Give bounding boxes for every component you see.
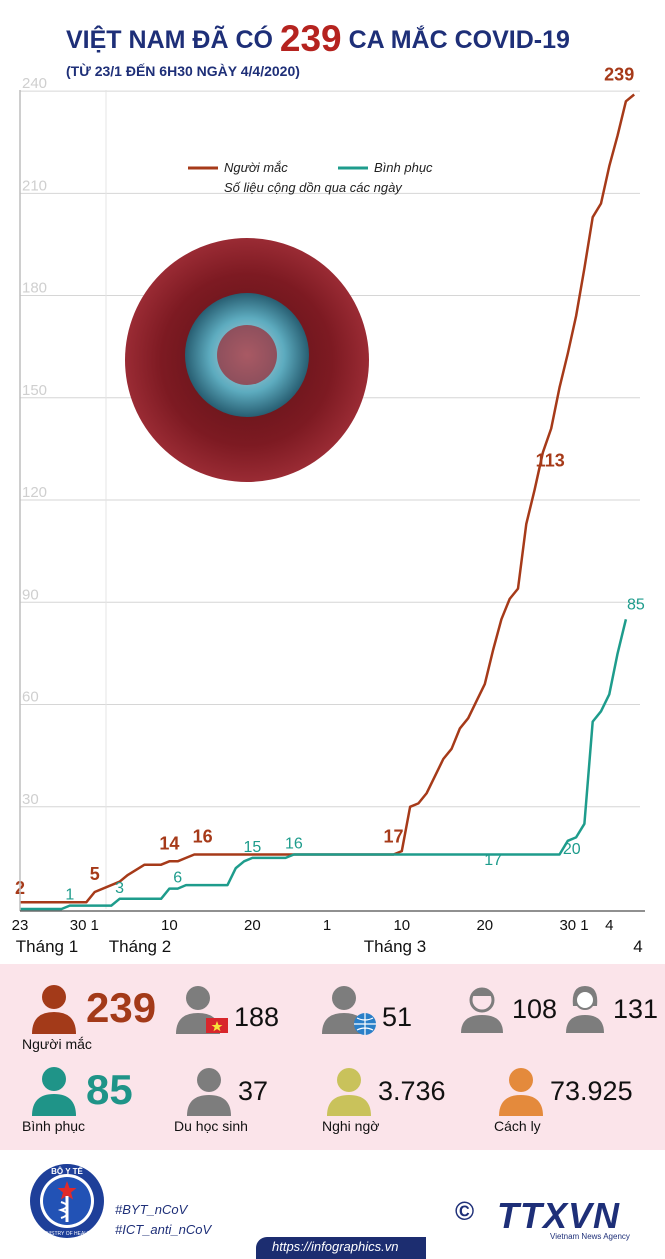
stat-female-value: 131	[613, 993, 659, 1024]
data-label: 15	[244, 839, 262, 856]
stats-panel: 239 Người mắc 188 51 108 131 85 Bình phụ…	[0, 964, 665, 1150]
hashtag-ict[interactable]: #ICT_anti_nCoV	[115, 1222, 212, 1237]
stat-imported: 51	[322, 984, 412, 1036]
copyright-icon: ©	[455, 1196, 475, 1226]
data-label: 16	[193, 826, 213, 846]
stat-quarantined-label: Cách ly	[494, 1118, 541, 1134]
y-tick-label: 180	[22, 280, 47, 297]
stat-recovered-value: 85	[86, 1066, 133, 1113]
x-tick-label: 20	[476, 917, 493, 934]
ministry-name: BỘ Y TẾ	[51, 1166, 83, 1176]
stat-infected: 239	[30, 982, 156, 1034]
chart-grid	[20, 90, 640, 909]
stat-students-label: Du học sinh	[174, 1118, 248, 1134]
person-icon-student	[187, 1068, 231, 1116]
y-tick-label: 240	[22, 75, 47, 92]
data-label: 5	[90, 864, 100, 884]
stat-male: 108	[460, 984, 557, 1034]
month-label: Tháng 2	[109, 937, 171, 956]
legend-note: Số liệu cộng dồn qua các ngày	[224, 180, 403, 195]
infected-series-line	[20, 93, 635, 904]
title-suffix: CA MẮC COVID-19	[348, 26, 570, 54]
person-icon-recovered	[32, 1067, 76, 1116]
stat-quarantined-value: 73.925	[550, 1075, 633, 1106]
month-label: 4	[633, 937, 642, 956]
stat-suspected-value: 3.736	[378, 1075, 446, 1106]
ministry-name-en: MINISTRY OF HEALTH	[41, 1231, 94, 1237]
ministry-of-health-logo: BỘ Y TẾ MINISTRY OF HEALTH	[30, 1164, 104, 1238]
footer-hashtags: #BYT_nCoV #ICT_anti_nCoV	[115, 1200, 211, 1240]
female-icon	[566, 986, 604, 1033]
data-label: 113	[536, 450, 565, 470]
page-subtitle: (TỪ 23/1 ĐẾN 6H30 NGÀY 4/4/2020)	[66, 63, 300, 79]
stat-suspected-label: Nghi ngờ	[322, 1118, 380, 1134]
data-label: 239	[604, 64, 634, 84]
stat-students: 37	[186, 1066, 268, 1116]
title-prefix: VIỆT NAM ĐÃ CÓ	[66, 26, 273, 54]
person-globe-icon	[322, 986, 376, 1035]
y-tick-label: 90	[22, 586, 39, 603]
stat-quarantined: 73.925	[498, 1066, 633, 1116]
virus-illustration	[125, 238, 369, 482]
x-tick-label: 1	[580, 917, 588, 934]
covid-line-chart: Người mắc Bình phục Số liệu cộng dồn qua…	[12, 64, 645, 956]
y-tick-label: 150	[22, 382, 47, 399]
recovered-series-line	[20, 619, 628, 911]
x-tick-label: 10	[161, 917, 178, 934]
data-label: 16	[285, 835, 303, 852]
ttxvn-logo: TTXVN	[497, 1195, 621, 1236]
stat-male-value: 108	[512, 993, 558, 1024]
person-icon-infected	[32, 985, 76, 1034]
person-icon-quarantined	[499, 1068, 543, 1116]
url-bar	[256, 1237, 426, 1259]
stat-female: 131	[565, 984, 658, 1034]
hashtag-byt[interactable]: #BYT_nCoV	[115, 1202, 188, 1217]
stat-recovered-label: Bình phục	[22, 1118, 86, 1134]
data-label: 6	[173, 870, 182, 887]
data-label: 20	[563, 841, 581, 858]
title-case-count: 239	[279, 18, 342, 59]
y-tick-label: 210	[22, 177, 47, 194]
stat-recovered: 85	[30, 1064, 133, 1116]
x-tick-label: 23	[12, 917, 29, 934]
stat-infected-value: 239	[86, 984, 157, 1031]
data-label: 3	[115, 880, 124, 897]
data-label: 85	[627, 596, 645, 613]
chart-legend: Người mắc Bình phục Số liệu cộng dồn qua…	[188, 160, 433, 195]
data-label: 17	[484, 852, 502, 869]
legend-infected-label: Người mắc	[224, 160, 288, 175]
y-tick-label: 30	[22, 791, 39, 808]
data-label: 1	[65, 887, 74, 904]
stat-infected-label: Người mắc	[22, 1036, 92, 1052]
x-tick-label: 10	[393, 917, 410, 934]
x-tick-label: 1	[91, 917, 99, 934]
x-tick-label: 20	[244, 917, 261, 934]
legend-recovered-label: Bình phục	[374, 160, 433, 175]
stat-suspected: 3.736	[326, 1066, 446, 1116]
stat-domestic: 188	[176, 984, 279, 1036]
x-tick-label: 30	[70, 917, 87, 934]
ttxvn-subtitle: Vietnam News Agency	[550, 1232, 630, 1241]
y-tick-label: 60	[22, 689, 39, 706]
data-label: 14	[159, 833, 179, 853]
data-label: 17	[383, 826, 403, 846]
page-title: VIỆT NAM ĐÃ CÓ 239 CA MẮC COVID-19	[66, 18, 570, 60]
stat-imported-value: 51	[382, 1001, 413, 1032]
stat-domestic-value: 188	[234, 1001, 280, 1032]
x-tick-label: 4	[605, 917, 613, 934]
infographics-url[interactable]: https://infographics.vn	[272, 1239, 399, 1254]
person-icon-suspected	[327, 1068, 371, 1116]
x-tick-label: 30	[559, 917, 576, 934]
person-vietnam-icon	[176, 986, 228, 1034]
month-label: Tháng 1	[16, 937, 78, 956]
male-icon	[461, 987, 503, 1033]
stat-students-value: 37	[238, 1075, 269, 1106]
month-label: Tháng 3	[364, 937, 426, 956]
x-tick-label: 1	[323, 917, 331, 934]
y-tick-label: 120	[22, 484, 47, 501]
